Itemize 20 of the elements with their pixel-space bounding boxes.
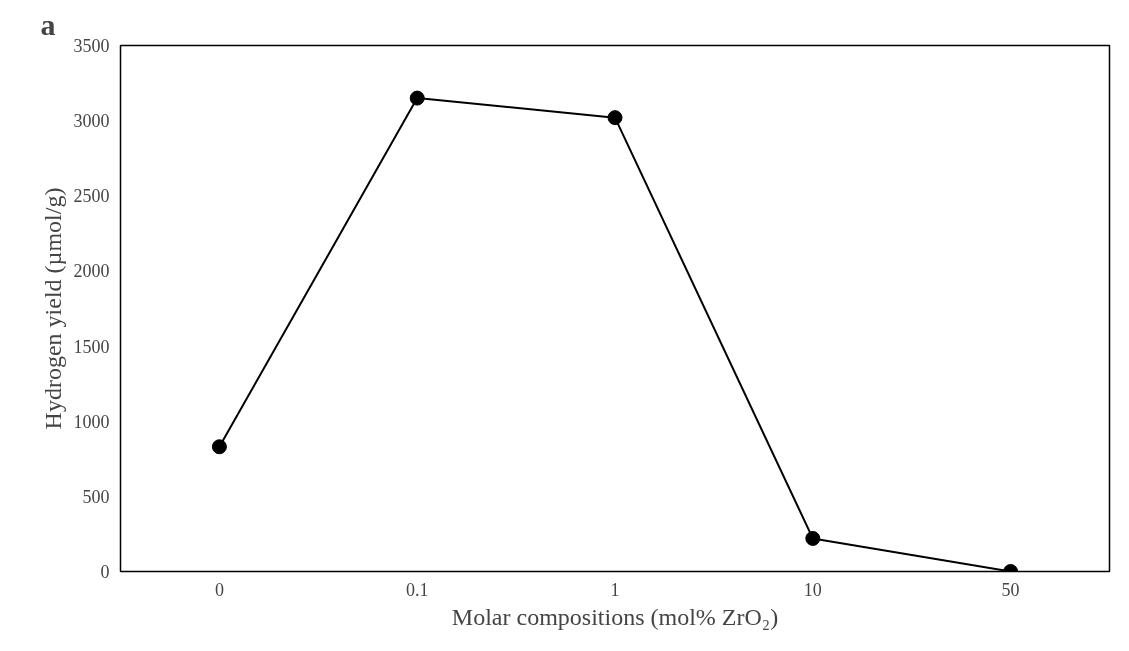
x-tick-label: 0.1 xyxy=(405,579,429,600)
point xyxy=(409,90,425,106)
x-tick-label: 1 xyxy=(610,579,620,600)
x-axis-title: Molar compositions (mol% ZrO₂) xyxy=(451,603,779,630)
y-tick-label: 2500 xyxy=(73,186,110,207)
x-tick-label: 0 xyxy=(214,579,224,600)
point xyxy=(211,439,227,455)
y-tick-label: 3500 xyxy=(73,36,110,56)
y-tick-label: 3000 xyxy=(73,111,110,132)
chart-title: a xyxy=(40,7,56,41)
y-tick-label: 0 xyxy=(100,562,110,582)
point xyxy=(805,530,821,546)
y-tick-label: 1000 xyxy=(73,411,110,432)
x-tick-label: 50 xyxy=(1001,579,1020,600)
y-tick-label: 500 xyxy=(82,486,110,507)
x-tick-label: 10 xyxy=(803,579,822,600)
point xyxy=(607,110,623,126)
y-tick-label: 1500 xyxy=(73,336,110,357)
y-tick-label: 2000 xyxy=(73,261,110,282)
y-axis-title: Hydrogen yield (µmol/g) xyxy=(39,187,66,430)
